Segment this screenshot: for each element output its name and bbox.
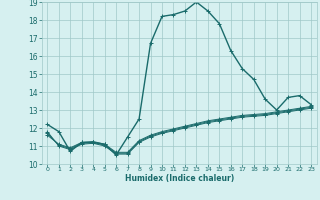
X-axis label: Humidex (Indice chaleur): Humidex (Indice chaleur) (124, 174, 234, 183)
